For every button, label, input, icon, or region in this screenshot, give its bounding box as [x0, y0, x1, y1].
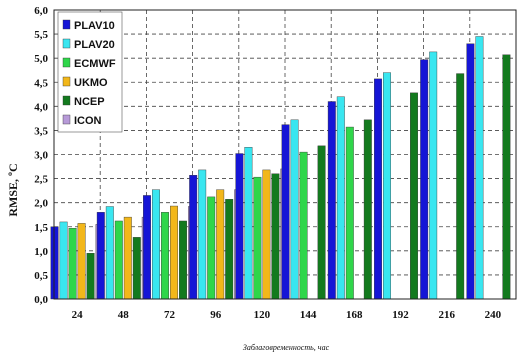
bar-plav10	[96, 212, 105, 300]
bar-ncep	[132, 237, 141, 300]
legend-swatch-plav10	[62, 19, 71, 30]
x-tick-label: 72	[164, 309, 176, 321]
legend-label-ecmwf: ECMWF	[74, 58, 116, 70]
legend-label-ukmo: UKMO	[74, 77, 108, 89]
y-tick-label: 0,0	[34, 294, 48, 306]
y-tick-labels: 0,0 0,5 1,0 1,5 2,0 2,5 3,0 3,5 4,0 4,5 5,0 5,5 6,0	[34, 5, 48, 306]
bar-plav10	[189, 175, 198, 300]
bar-ecmwf	[299, 151, 308, 300]
y-tick-label: 1,0	[34, 246, 48, 258]
x-tick-label: 120	[254, 309, 271, 321]
y-tick-label: 2,0	[34, 198, 48, 210]
bar-ecmwf	[345, 126, 354, 300]
y-tick-label: 6,0	[34, 5, 48, 17]
y-tick-label: 0,5	[34, 270, 48, 282]
bar-plav20	[429, 51, 438, 300]
bar-plav10	[466, 43, 475, 300]
bar-ncep	[86, 253, 95, 300]
x-tick-label: 240	[485, 309, 502, 321]
legend-label-plav10: PLAV10	[74, 20, 115, 32]
y-tick-label: 5,5	[34, 29, 48, 41]
legend-swatch-ncep	[62, 95, 71, 106]
x-tick-label: 216	[438, 309, 455, 321]
bar-ncep	[179, 220, 187, 300]
legend-swatch-ecmwf	[62, 57, 71, 68]
bar-ukmo	[123, 216, 132, 300]
bar-plav10	[374, 78, 382, 300]
x-axis-label: Заблаговременность, час	[243, 343, 330, 352]
legend-box	[57, 11, 123, 133]
x-tick-labels: 24 48 72 96 120 144 168 192 216 240	[72, 309, 502, 321]
legend-label-plav20: PLAV20	[74, 39, 115, 51]
y-tick-label: 4,0	[34, 101, 48, 113]
bars-group	[50, 36, 511, 300]
bar-ukmo	[170, 205, 178, 300]
bar-ecmwf	[161, 212, 169, 300]
y-tick-label: 3,5	[34, 125, 48, 137]
bar-plav10	[50, 226, 59, 300]
legend-swatch-ukmo	[62, 76, 71, 87]
legend-label-ncep: NCEP	[74, 96, 105, 108]
bar-ncep	[271, 173, 280, 300]
y-axis-label: RMSE, ºC	[6, 163, 20, 216]
bar-ncep	[410, 92, 418, 300]
bar-plav20	[198, 169, 207, 300]
x-tick-label: 168	[346, 309, 363, 321]
bar-ncep	[363, 119, 372, 300]
y-tick-label: 5,0	[34, 53, 48, 65]
bar-plav10	[143, 195, 151, 300]
y-tick-label: 2,5	[34, 174, 48, 186]
x-tick-label: 96	[210, 309, 222, 321]
axes	[53, 9, 517, 300]
bar-ncep	[502, 54, 511, 300]
x-tick-label: 144	[300, 309, 317, 321]
legend-swatch-icon	[62, 114, 71, 125]
y-tick-label: 3,0	[34, 150, 48, 162]
bar-plav20	[59, 221, 68, 300]
bar-ncep	[225, 199, 234, 300]
bar-plav10	[420, 59, 429, 300]
bar-ecmwf	[114, 220, 123, 300]
legend: PLAV10 PLAV20 ECMWF UKMO NCEP ICON	[57, 11, 123, 133]
bar-plav20	[475, 36, 484, 300]
x-tick-label: 192	[392, 309, 409, 321]
bar-plav10	[235, 153, 244, 300]
bar-plav20	[336, 96, 345, 300]
legend-swatch-plav20	[62, 38, 71, 49]
bar-ukmo	[77, 223, 86, 300]
bar-ukmo	[216, 189, 225, 300]
bar-ukmo	[262, 169, 271, 300]
bar-plav10	[327, 101, 336, 300]
x-tick-label: 24	[72, 309, 84, 321]
bar-ncep	[317, 145, 326, 300]
y-tick-label: 4,5	[34, 77, 48, 89]
bar-plav20	[105, 206, 114, 300]
bar-plav20	[383, 72, 391, 300]
y-tick-label: 1,5	[34, 222, 48, 234]
bar-ecmwf	[253, 176, 262, 300]
x-tick-label: 48	[118, 309, 130, 321]
bar-plav10	[281, 124, 290, 300]
bar-plav20	[152, 189, 160, 300]
bar-ecmwf	[68, 227, 77, 300]
bar-ncep	[456, 73, 465, 300]
bar-plav20	[244, 147, 253, 300]
plot-frame	[53, 9, 517, 300]
legend-label-icon: ICON	[74, 115, 102, 127]
bar-plav20	[290, 119, 299, 300]
bar-ecmwf	[207, 196, 216, 300]
